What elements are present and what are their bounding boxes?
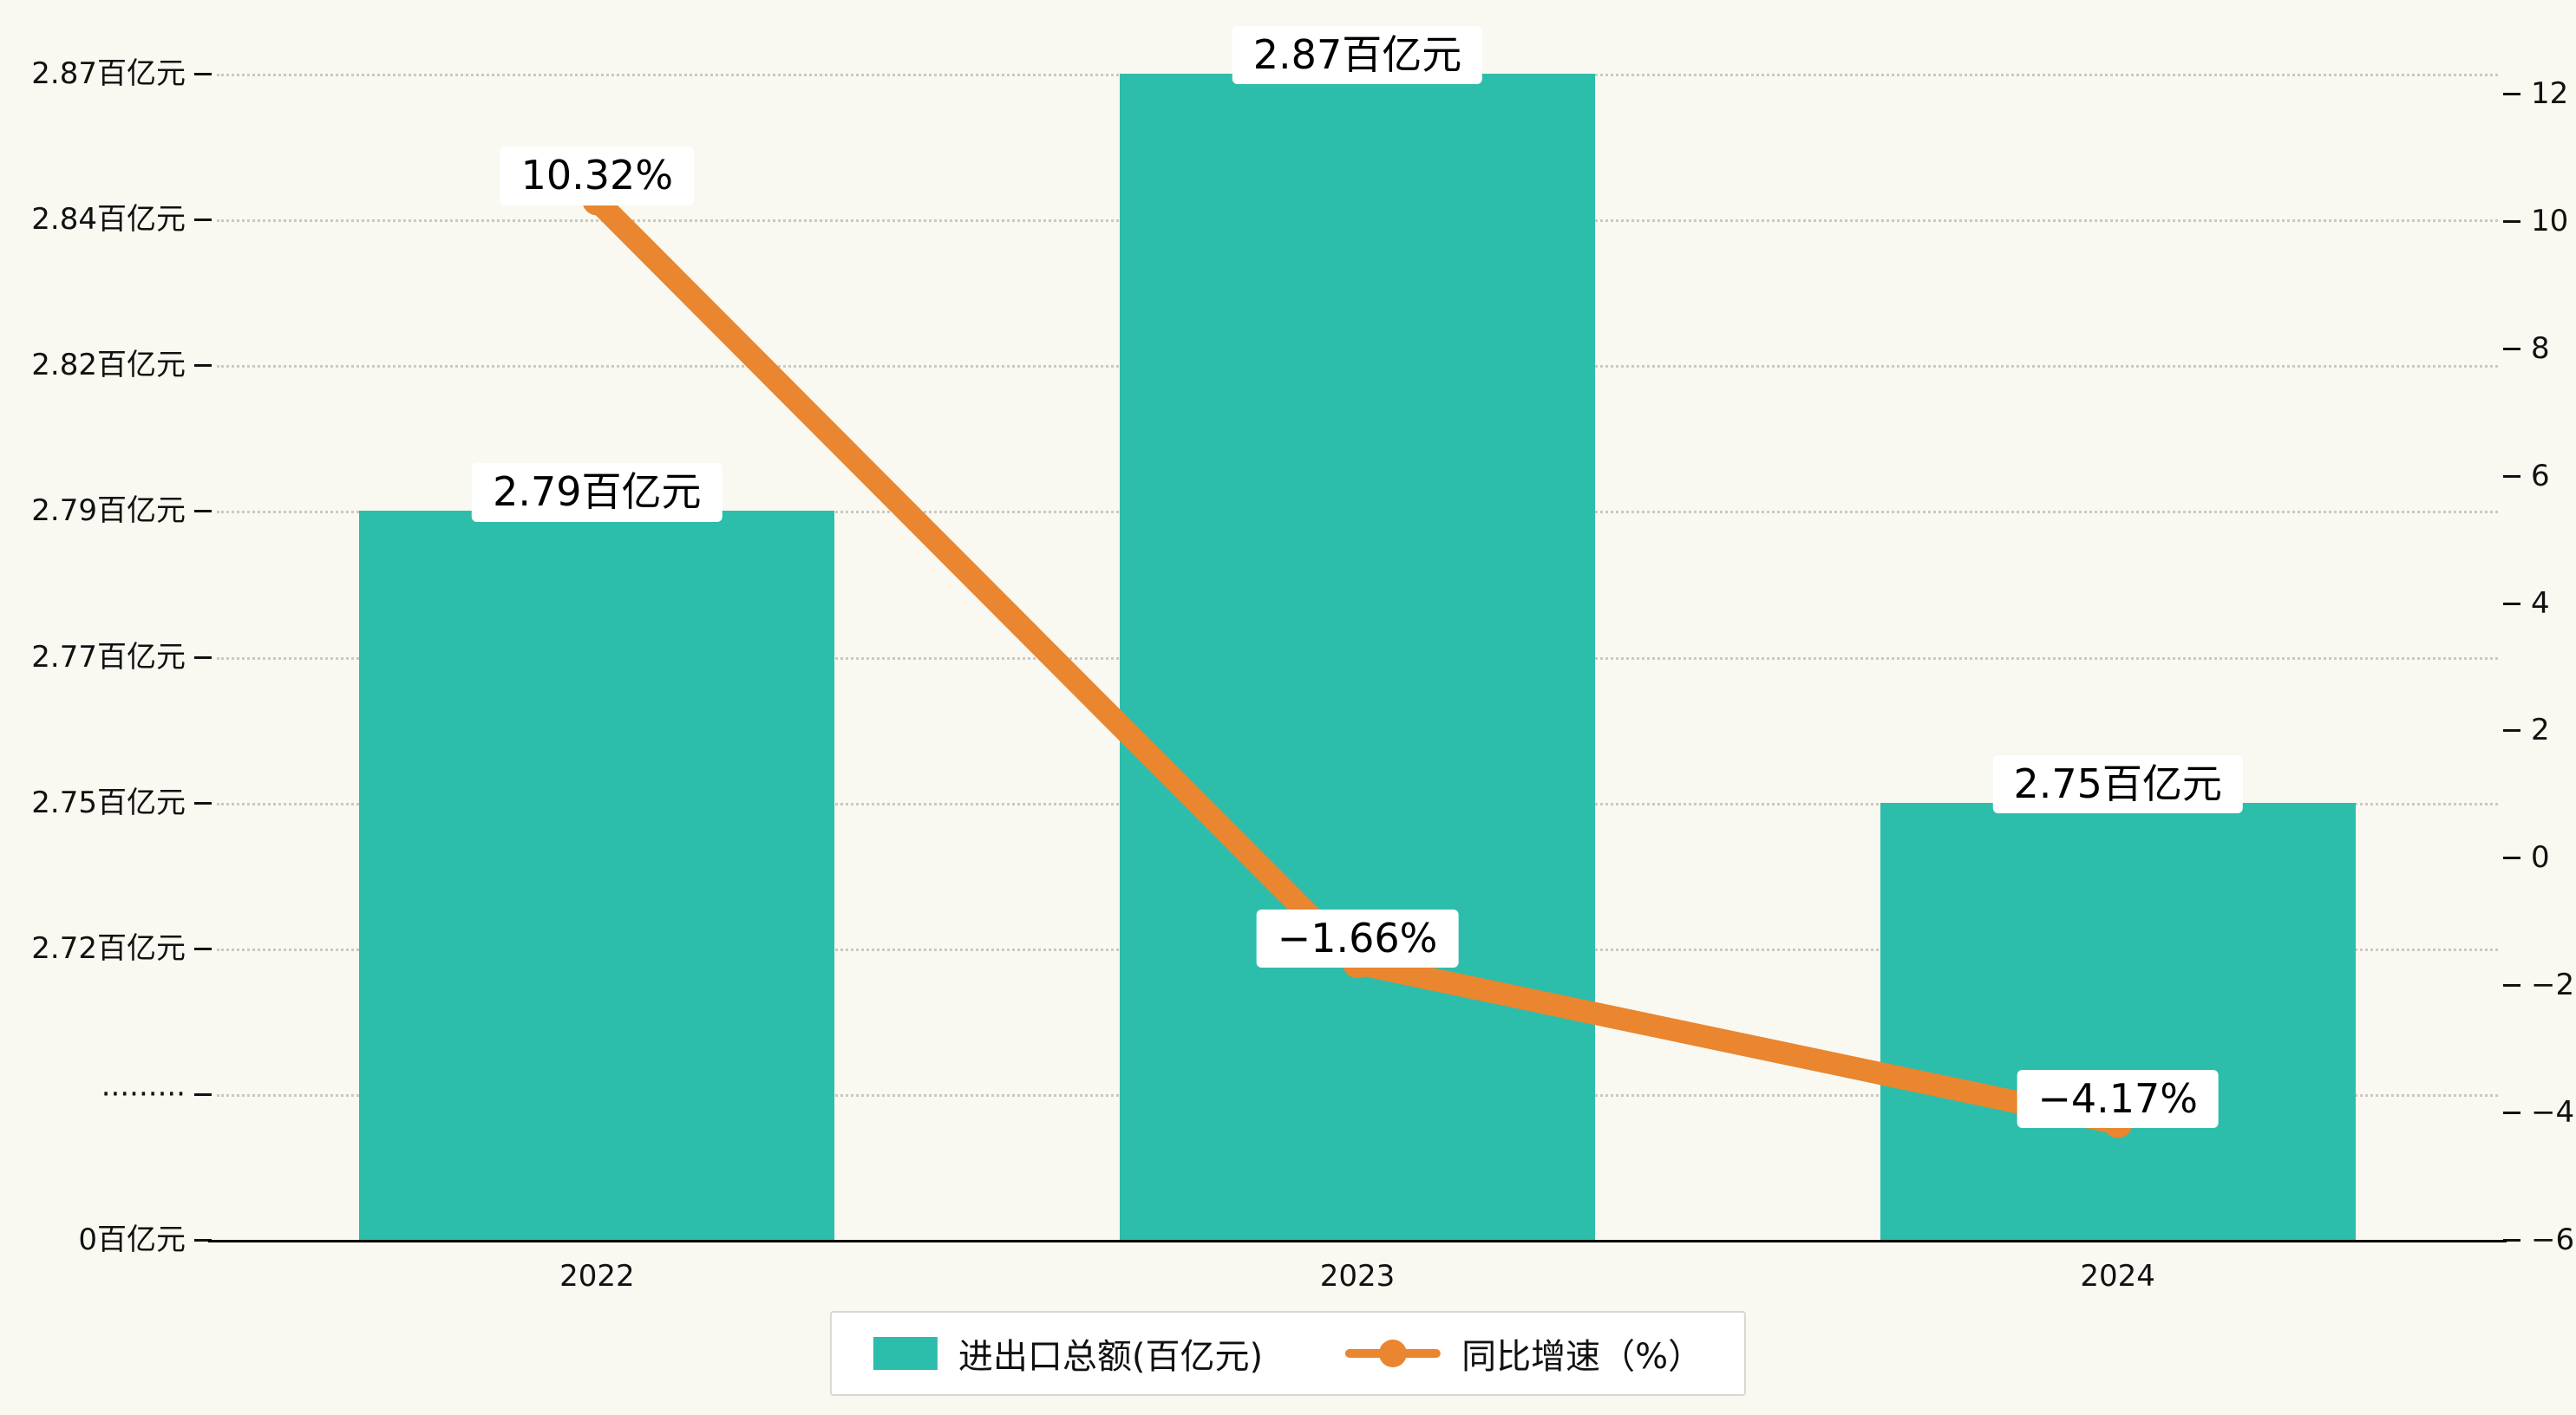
- right-axis-tick-label: 4: [2531, 585, 2550, 621]
- right-axis-tick-label: 12: [2531, 76, 2569, 111]
- left-axis-tick-mark: [194, 655, 212, 659]
- left-axis-tick-mark: [194, 1092, 212, 1096]
- left-axis-tick-label: 2.79百亿元: [31, 493, 186, 529]
- left-axis-tick-label: 2.75百亿元: [31, 785, 186, 820]
- right-axis-tick-label: −6: [2531, 1223, 2575, 1257]
- bar-2022: [359, 511, 835, 1240]
- left-axis-tick-label: 2.84百亿元: [31, 202, 186, 238]
- legend-item-bar-series: 进出口总额(百亿元): [873, 1328, 1263, 1379]
- left-axis-tick-mark: [194, 73, 212, 75]
- x-axis-label-2024: 2024: [2080, 1259, 2155, 1294]
- bar-value-label-2023: 2.87百亿元: [1232, 26, 1483, 85]
- left-axis-tick-mark: [194, 801, 212, 805]
- left-axis-tick-mark: [194, 510, 212, 513]
- right-axis-tick-label: 0: [2531, 840, 2550, 876]
- left-axis-tick-mark: [194, 1239, 212, 1242]
- right-axis-tick-mark: [2503, 93, 2520, 95]
- bar-value-label-2024: 2.75百亿元: [1992, 754, 2243, 813]
- left-axis-tick-label: ·········: [101, 1076, 186, 1112]
- growth-line: [585, 189, 2129, 1135]
- legend-label-bar-series: 进出口总额(百亿元): [958, 1337, 1264, 1377]
- left-axis-tick-label: 2.72百亿元: [31, 930, 186, 966]
- right-axis-tick-label: 10: [2531, 203, 2569, 238]
- x-axis-line: [208, 1240, 2507, 1242]
- left-axis-tick-label: 2.77百亿元: [31, 639, 186, 675]
- right-axis-tick-label: −4: [2531, 1095, 2575, 1131]
- legend: 进出口总额(百亿元) 同比增速（%）: [829, 1311, 1747, 1396]
- right-axis-tick-mark: [2503, 984, 2520, 988]
- line-series-marker: [1345, 1340, 1442, 1367]
- right-axis-tick-label: 8: [2531, 330, 2550, 366]
- growth-value-label-2024: −4.17%: [2017, 1069, 2219, 1128]
- left-axis-tick-mark: [194, 218, 212, 222]
- left-axis-tick-label: 2.87百亿元: [31, 56, 186, 91]
- right-axis-tick-mark: [2503, 857, 2520, 860]
- right-axis-tick-mark: [2503, 602, 2520, 605]
- legend-item-line-series: 同比增速（%）: [1345, 1328, 1703, 1379]
- right-axis-tick-label: −2: [2531, 968, 2575, 1003]
- right-axis-tick-mark: [2503, 347, 2520, 350]
- right-axis-tick-mark: [2503, 1112, 2520, 1115]
- bar-value-label-2022: 2.79百亿元: [472, 463, 722, 522]
- x-axis-label-2022: 2022: [559, 1259, 635, 1294]
- bar-series-swatch: [873, 1337, 938, 1370]
- growth-value-label-2023: −1.66%: [1256, 910, 1459, 968]
- right-axis-tick-label: 6: [2531, 458, 2550, 493]
- left-axis-tick-mark: [194, 364, 212, 368]
- bar-2024: [1880, 802, 2356, 1240]
- x-axis-label-2023: 2023: [1319, 1259, 1396, 1294]
- right-axis-tick-mark: [2503, 729, 2520, 733]
- left-axis-tick-label: 2.82百亿元: [31, 348, 186, 383]
- legend-label-line-series: 同比增速（%）: [1461, 1337, 1703, 1377]
- left-axis-tick-label: 0百亿元: [78, 1223, 186, 1257]
- left-axis-tick-mark: [194, 947, 212, 950]
- right-axis-tick-mark: [2503, 474, 2520, 478]
- right-axis-tick-mark: [2503, 219, 2520, 223]
- growth-value-label-2022: 10.32%: [500, 147, 695, 205]
- line-series-marker-dot: [1379, 1340, 1408, 1367]
- bar-2023: [1120, 74, 1595, 1240]
- right-axis-tick-label: 2: [2531, 713, 2550, 748]
- right-axis-tick-mark: [2503, 1239, 2520, 1242]
